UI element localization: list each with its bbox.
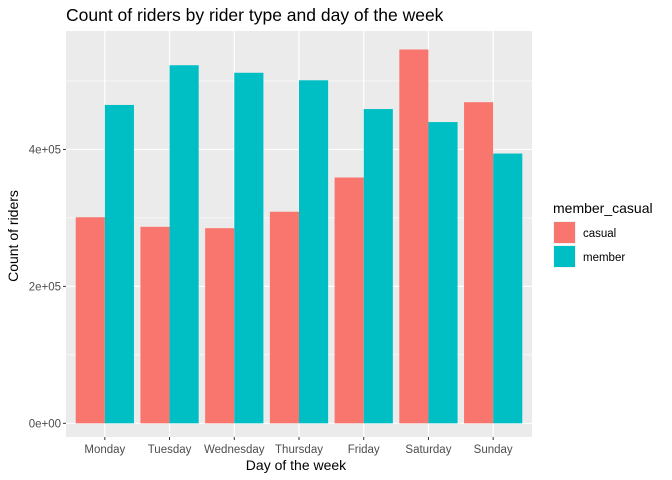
bar-member-friday (363, 109, 393, 424)
bar-casual-saturday (399, 49, 429, 424)
bar-casual-tuesday (140, 226, 170, 424)
bar-member-tuesday (169, 65, 199, 424)
x-axis: Monday Tuesday Wednesday Thursday Friday Satu… (84, 437, 513, 456)
bar-member-saturday (428, 122, 458, 424)
x-tick-label: Saturday (405, 444, 451, 456)
y-tick-label: 2e+05 (29, 281, 61, 293)
y-axis: 0e+00 2e+05 4e+05 (29, 144, 66, 430)
legend-swatch-member (554, 246, 575, 267)
legend-label-casual: casual (583, 228, 616, 240)
legend-label-member: member (583, 252, 625, 264)
bar-member-wednesday (234, 72, 264, 424)
bar-casual-wednesday (205, 228, 235, 424)
legend-title: member_casual (553, 200, 653, 216)
chart-title: Count of riders by rider type and day of… (66, 5, 444, 25)
y-tick-label: 4e+05 (29, 144, 61, 156)
y-axis-title: Count of riders (5, 190, 21, 282)
bar-member-monday (104, 104, 134, 424)
x-tick-label: Wednesday (204, 444, 265, 456)
bar-casual-thursday (269, 211, 299, 424)
x-tick-label: Tuesday (148, 444, 192, 456)
bar-casual-friday (334, 177, 364, 424)
bar-casual-monday (75, 217, 105, 424)
bars (75, 49, 523, 424)
legend-swatch-casual (554, 222, 575, 243)
x-axis-title: Day of the week (246, 457, 347, 473)
x-tick-label: Sunday (474, 444, 513, 456)
x-tick-label: Friday (348, 444, 380, 456)
x-tick-label: Thursday (275, 444, 323, 456)
legend: member_casual casual member (553, 200, 653, 268)
y-tick-label: 0e+00 (29, 418, 61, 430)
bar-member-thursday (299, 80, 329, 424)
bar-casual-sunday (464, 102, 494, 424)
bar-member-sunday (493, 153, 523, 424)
x-tick-label: Monday (84, 444, 125, 456)
